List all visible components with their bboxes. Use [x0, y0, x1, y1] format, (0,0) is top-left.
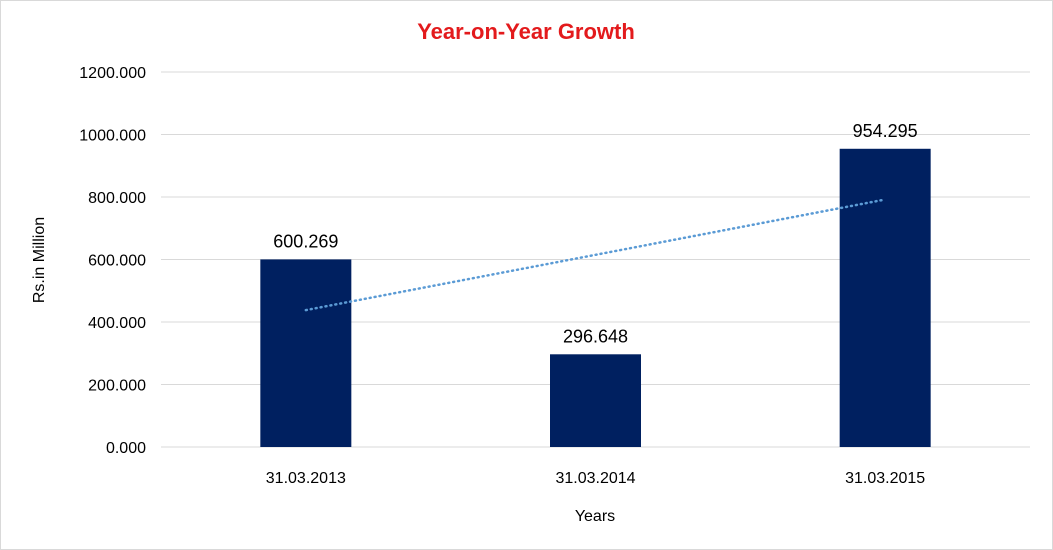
x-tick-label: 31.03.2013	[266, 470, 346, 487]
trendline	[304, 198, 887, 312]
bars	[260, 148, 931, 447]
data-label: 600.269	[273, 231, 338, 251]
trendline-layer	[304, 198, 887, 312]
y-tick-label: 0.000	[106, 440, 146, 457]
y-tick-label: 1000.000	[79, 128, 146, 145]
y-tick-label: 800.000	[88, 190, 146, 207]
chart-title: Year-on-Year Growth	[417, 19, 635, 44]
x-tick-label: 31.03.2015	[845, 470, 925, 487]
x-axis-title: Years	[575, 508, 615, 525]
bar	[260, 259, 352, 447]
data-label: 954.295	[853, 121, 918, 141]
y-axis-ticks: 0.000 200.000 400.000 600.000 800.000 1000.00…	[79, 65, 146, 457]
data-label: 296.648	[563, 326, 628, 346]
y-tick-label: 1200.000	[79, 65, 146, 82]
y-tick-label: 400.000	[88, 315, 146, 332]
bar	[550, 354, 641, 447]
bar	[839, 148, 931, 447]
y-tick-label: 600.000	[88, 253, 146, 270]
y-tick-label: 200.000	[88, 378, 146, 395]
data-labels: 600.269 296.648 954.295	[273, 121, 917, 347]
x-axis-ticks: 31.03.2013 31.03.2014 31.03.2015	[266, 470, 926, 487]
x-tick-label: 31.03.2014	[555, 470, 635, 487]
y-axis-title: Rs.in Million	[31, 217, 48, 303]
